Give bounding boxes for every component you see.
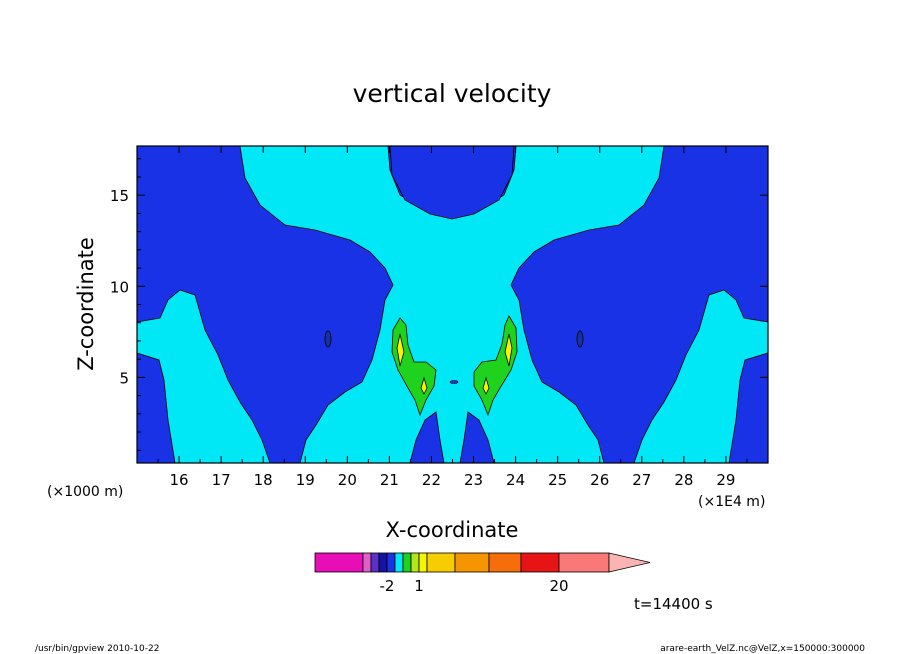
x-tick-label: 18: [254, 471, 273, 489]
y-tick-label: 5: [119, 369, 129, 387]
field-small-cell-left: [324, 330, 332, 348]
colorbar-segment: [410, 552, 420, 573]
x-tick-label: 26: [590, 471, 609, 489]
colorbar-segment: [520, 552, 560, 573]
colorbar-segment: [386, 552, 396, 573]
x-tick-label: 25: [548, 471, 567, 489]
x-axis: 16 17 18 19 20 21 22 23 24 25 26 27 28 29: [157, 146, 748, 489]
colorbar-segment: [378, 552, 388, 573]
colorbar-segment: [558, 552, 610, 573]
time-label: t=14400 s: [634, 595, 713, 613]
left-updraft-core: [420, 376, 428, 395]
x-units-left: (×1000 m): [47, 484, 123, 500]
colorbar-segment: [370, 552, 380, 573]
x-tick-label: 21: [380, 471, 399, 489]
footer-left: /usr/bin/gpview 2010-10-22: [35, 644, 159, 654]
colorbar-label: -2: [380, 577, 395, 595]
field-center-dot: [449, 380, 459, 384]
left-updraft-peak: [396, 333, 405, 367]
x-tick-label: 24: [506, 471, 525, 489]
y-tick-label: 10: [110, 278, 129, 296]
field-dome-region: [389, 145, 515, 220]
colorbar-segment: [362, 552, 372, 573]
right-updraft-peak: [504, 333, 513, 367]
y-tick-label: 15: [110, 187, 129, 205]
x-tick-label: 16: [170, 471, 189, 489]
y-axis-label: Z-coordinate: [74, 237, 98, 371]
x-tick-label: 17: [212, 471, 231, 489]
x-axis-label: X-coordinate: [386, 518, 519, 542]
x-tick-label: 29: [716, 471, 735, 489]
colorbar-segment: [454, 552, 490, 573]
footer-right: arare-earth_VelZ.nc@VelZ,x=150000:300000: [660, 644, 865, 654]
colorbar-segment: [426, 552, 456, 573]
x-tick-label: 23: [464, 471, 483, 489]
colorbar-segment: [314, 552, 364, 573]
y-axis: 5 10 15: [110, 158, 768, 451]
colorbar-segment: [488, 552, 522, 573]
colorbar-extend-arrow: [608, 552, 651, 573]
x-tick-label: 20: [338, 471, 357, 489]
x-units-right: (×1E4 m): [698, 494, 765, 510]
x-tick-label: 28: [674, 471, 693, 489]
chart-title: vertical velocity: [353, 79, 552, 108]
colorbar-label: 1: [414, 577, 424, 595]
colorbar: -2 1 20: [314, 552, 651, 595]
x-tick-label: 22: [422, 471, 441, 489]
colorbar-segment: [418, 552, 428, 573]
colorbar-segment: [394, 552, 404, 573]
field-cyan-region: [136, 145, 769, 464]
contour-plot-area: [136, 145, 769, 464]
right-updraft-core: [482, 376, 490, 395]
colorbar-segment: [402, 552, 412, 573]
x-tick-label: 19: [296, 471, 315, 489]
colorbar-label: 20: [549, 577, 568, 595]
field-small-cell-right: [576, 330, 584, 348]
x-tick-label: 27: [632, 471, 651, 489]
